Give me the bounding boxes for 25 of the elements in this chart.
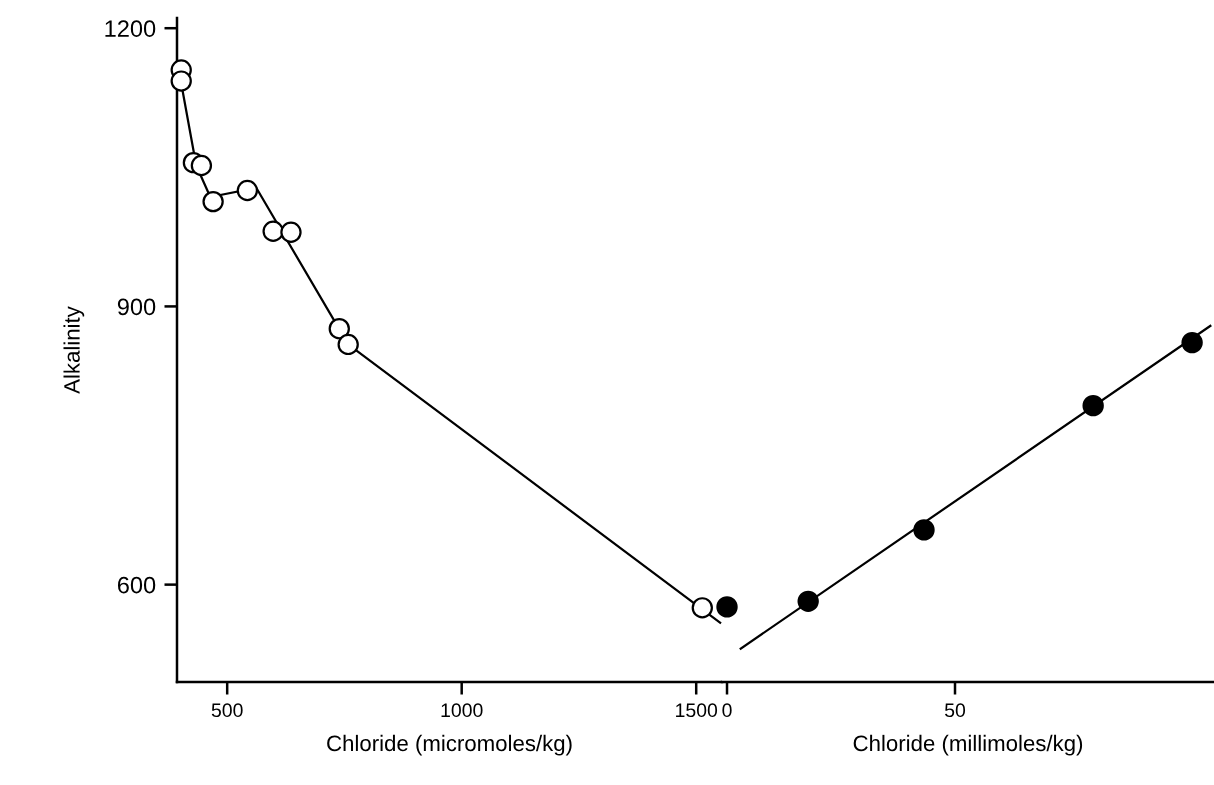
point <box>1181 331 1203 354</box>
point <box>716 596 738 618</box>
point <box>691 597 713 619</box>
point <box>190 154 213 177</box>
x-tick-label: 0 <box>722 703 732 718</box>
point <box>236 179 259 202</box>
point <box>202 190 224 213</box>
point <box>1082 394 1104 417</box>
point <box>280 221 302 243</box>
point <box>797 590 819 612</box>
y-axis-title: Alkalinity <box>63 306 85 394</box>
point <box>328 317 350 340</box>
x-tick-label: 500 <box>211 703 243 718</box>
x-axis-title: Chloride (micromoles/kg) <box>327 734 572 756</box>
y-tick-label: 900 <box>117 298 156 316</box>
point <box>170 70 192 92</box>
x-axis-title: Chloride (millimoles/kg) <box>853 734 1083 756</box>
point <box>337 333 359 356</box>
y-tick-label: 1200 <box>105 20 156 37</box>
point <box>913 519 935 541</box>
y-tick-label: 600 <box>117 576 156 594</box>
point <box>262 220 284 242</box>
x-tick-label: 1500 <box>676 703 718 718</box>
x-tick-label: 1000 <box>441 703 483 718</box>
x-tick-label: 50 <box>944 703 966 718</box>
